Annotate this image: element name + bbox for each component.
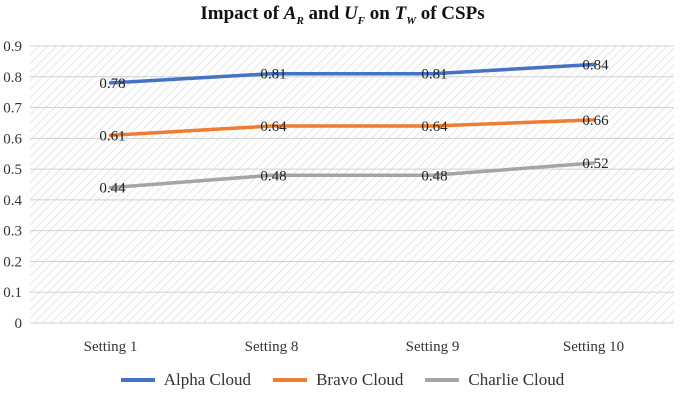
data-label: 0.84 bbox=[582, 57, 609, 73]
data-label: 0.81 bbox=[421, 67, 447, 83]
y-tick-label: 0 bbox=[15, 316, 23, 332]
legend-label: Charlie Cloud bbox=[468, 370, 565, 389]
legend-swatch bbox=[273, 378, 308, 382]
data-label: 0.61 bbox=[99, 128, 125, 144]
legend-label: Bravo Cloud bbox=[316, 370, 404, 389]
y-tick-label: 0.2 bbox=[3, 254, 22, 270]
series-line-charlie-cloud bbox=[108, 161, 596, 190]
data-label: 0.81 bbox=[260, 67, 286, 83]
data-label: 0.44 bbox=[99, 181, 126, 197]
legend-item-charlie-cloud: Charlie Cloud bbox=[425, 370, 564, 390]
chart-title: Impact of AR and UF on TW of CSPs bbox=[200, 3, 485, 27]
y-tick-label: 0.6 bbox=[3, 131, 22, 147]
y-tick-label: 0.9 bbox=[3, 39, 22, 55]
data-label: 0.64 bbox=[260, 119, 287, 135]
legend-swatch bbox=[120, 378, 155, 382]
x-tick-label: Setting 9 bbox=[406, 339, 460, 355]
data-labels: 0.78 0.81 0.81 0.84 0.61 0.64 0.64 0.66 0.44 0.48… bbox=[99, 57, 609, 196]
x-tick-label: Setting 10 bbox=[563, 339, 624, 355]
y-tick-label: 0.4 bbox=[3, 193, 22, 209]
series-lines bbox=[108, 62, 596, 190]
data-label: 0.48 bbox=[421, 168, 447, 184]
y-tick-label: 0.1 bbox=[3, 285, 22, 301]
legend: Alpha Cloud Bravo Cloud Charlie Cloud bbox=[0, 370, 685, 390]
gridlines bbox=[30, 45, 674, 324]
y-tick-label: 0.3 bbox=[3, 224, 22, 240]
y-tick-label: 0.5 bbox=[3, 162, 22, 178]
data-label: 0.64 bbox=[421, 119, 448, 135]
legend-item-alpha-cloud: Alpha Cloud bbox=[120, 370, 252, 390]
data-label: 0.78 bbox=[99, 76, 125, 92]
series-line-bravo-cloud bbox=[108, 118, 596, 138]
series-line-alpha-cloud bbox=[108, 62, 596, 85]
data-label: 0.66 bbox=[582, 113, 609, 129]
legend-item-bravo-cloud: Bravo Cloud bbox=[273, 370, 403, 390]
x-tick-label: Setting 8 bbox=[245, 339, 299, 355]
x-tick-label: Setting 1 bbox=[84, 339, 138, 355]
legend-label: Alpha Cloud bbox=[163, 370, 252, 389]
data-label: 0.48 bbox=[260, 168, 286, 184]
x-axis: Setting 1 Setting 8 Setting 9 Setting 10 bbox=[84, 339, 625, 355]
y-tick-label: 0.7 bbox=[3, 101, 22, 117]
y-axis: 0 0.1 0.2 0.3 0.4 0.5 0.6 0.7 0.8 0.9 bbox=[3, 39, 22, 332]
legend-swatch bbox=[425, 378, 460, 382]
y-tick-label: 0.8 bbox=[3, 70, 22, 86]
data-label: 0.52 bbox=[582, 156, 608, 172]
plot-area-background bbox=[30, 46, 674, 323]
